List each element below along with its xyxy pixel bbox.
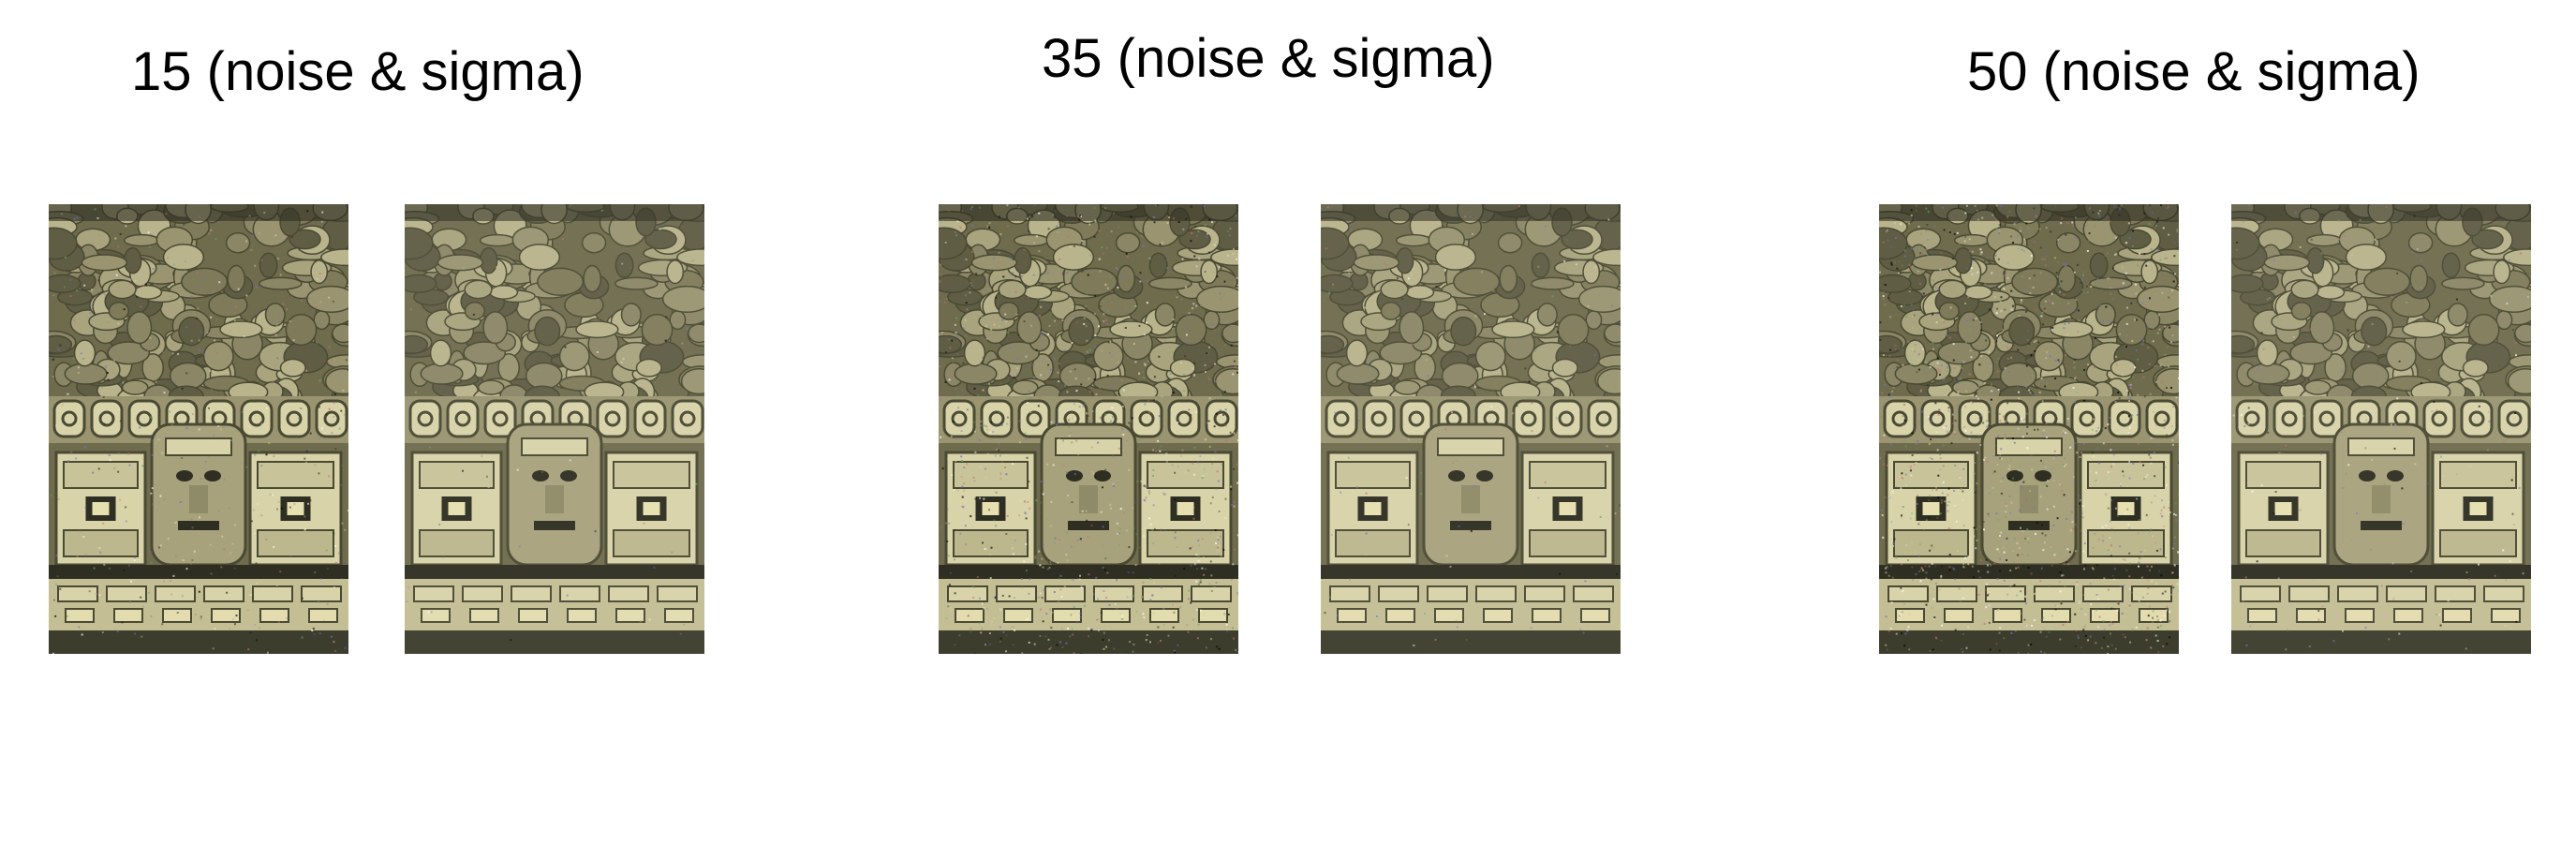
group-title: 15 (noise & sigma)	[131, 41, 585, 102]
relief-image	[405, 204, 704, 654]
relief-image	[49, 204, 348, 654]
denoised-image-35	[1321, 204, 1621, 654]
group-title: 50 (noise & sigma)	[1967, 41, 2421, 102]
denoised-image-15	[405, 204, 704, 654]
relief-image	[1879, 204, 2179, 654]
noisy-image-35	[939, 204, 1238, 654]
relief-image	[939, 204, 1238, 654]
noisy-image-15	[49, 204, 348, 654]
group-title: 35 (noise & sigma)	[1042, 28, 1495, 89]
noisy-image-50	[1879, 204, 2179, 654]
relief-image	[2231, 204, 2531, 654]
relief-image	[1321, 204, 1621, 654]
denoised-image-50	[2231, 204, 2531, 654]
